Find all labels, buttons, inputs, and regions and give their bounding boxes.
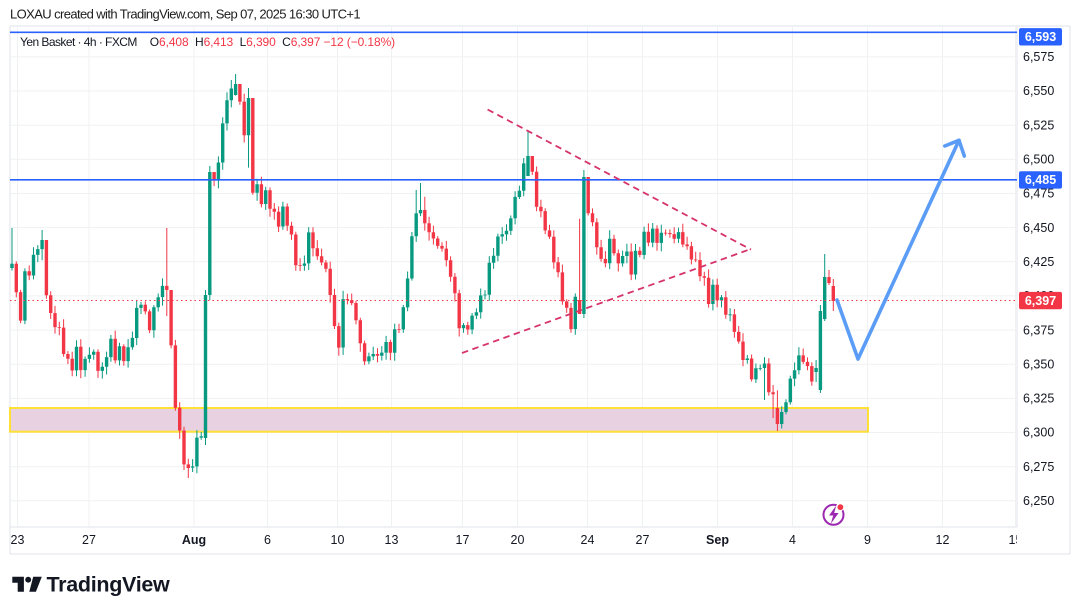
svg-text:6,300: 6,300 bbox=[1023, 426, 1054, 440]
svg-text:TradingView: TradingView bbox=[47, 573, 171, 597]
svg-text:6,485: 6,485 bbox=[1025, 173, 1056, 187]
svg-text:6,275: 6,275 bbox=[1023, 460, 1054, 474]
svg-text:20: 20 bbox=[511, 533, 525, 547]
svg-text:Aug: Aug bbox=[182, 533, 206, 547]
svg-text:6,250: 6,250 bbox=[1023, 494, 1054, 508]
svg-text:6,425: 6,425 bbox=[1023, 255, 1054, 269]
svg-text:4: 4 bbox=[789, 533, 796, 547]
svg-text:10: 10 bbox=[331, 533, 345, 547]
svg-text:6,575: 6,575 bbox=[1023, 50, 1054, 64]
svg-text:13: 13 bbox=[385, 533, 399, 547]
svg-text:27: 27 bbox=[636, 533, 650, 547]
svg-text:6,525: 6,525 bbox=[1023, 118, 1054, 132]
svg-text:27: 27 bbox=[82, 533, 96, 547]
svg-text:6,375: 6,375 bbox=[1023, 323, 1054, 337]
svg-text:6,350: 6,350 bbox=[1023, 357, 1054, 371]
svg-text:6,397: 6,397 bbox=[1025, 294, 1056, 308]
svg-text:9: 9 bbox=[864, 533, 871, 547]
svg-text:23: 23 bbox=[11, 533, 25, 547]
svg-text:24: 24 bbox=[581, 533, 595, 547]
svg-text:6,593: 6,593 bbox=[1025, 30, 1056, 44]
svg-text:6,325: 6,325 bbox=[1023, 392, 1054, 406]
svg-text:17: 17 bbox=[456, 533, 470, 547]
svg-text:6: 6 bbox=[264, 533, 271, 547]
svg-text:Sep: Sep bbox=[706, 533, 729, 547]
svg-text:12: 12 bbox=[936, 533, 950, 547]
svg-text:15: 15 bbox=[1009, 533, 1023, 547]
svg-text:6,500: 6,500 bbox=[1023, 153, 1054, 167]
svg-text:6,475: 6,475 bbox=[1023, 187, 1054, 201]
svg-text:Yen Basket · 4h · FXCM O6,4: Yen Basket · 4h · FXCM O6,408 H6,413 L6,… bbox=[20, 35, 395, 49]
svg-text:6,550: 6,550 bbox=[1023, 84, 1054, 98]
svg-text:6,450: 6,450 bbox=[1023, 221, 1054, 235]
svg-text:LOXAU created with TradingView: LOXAU created with TradingView.com, Sep … bbox=[10, 7, 360, 22]
